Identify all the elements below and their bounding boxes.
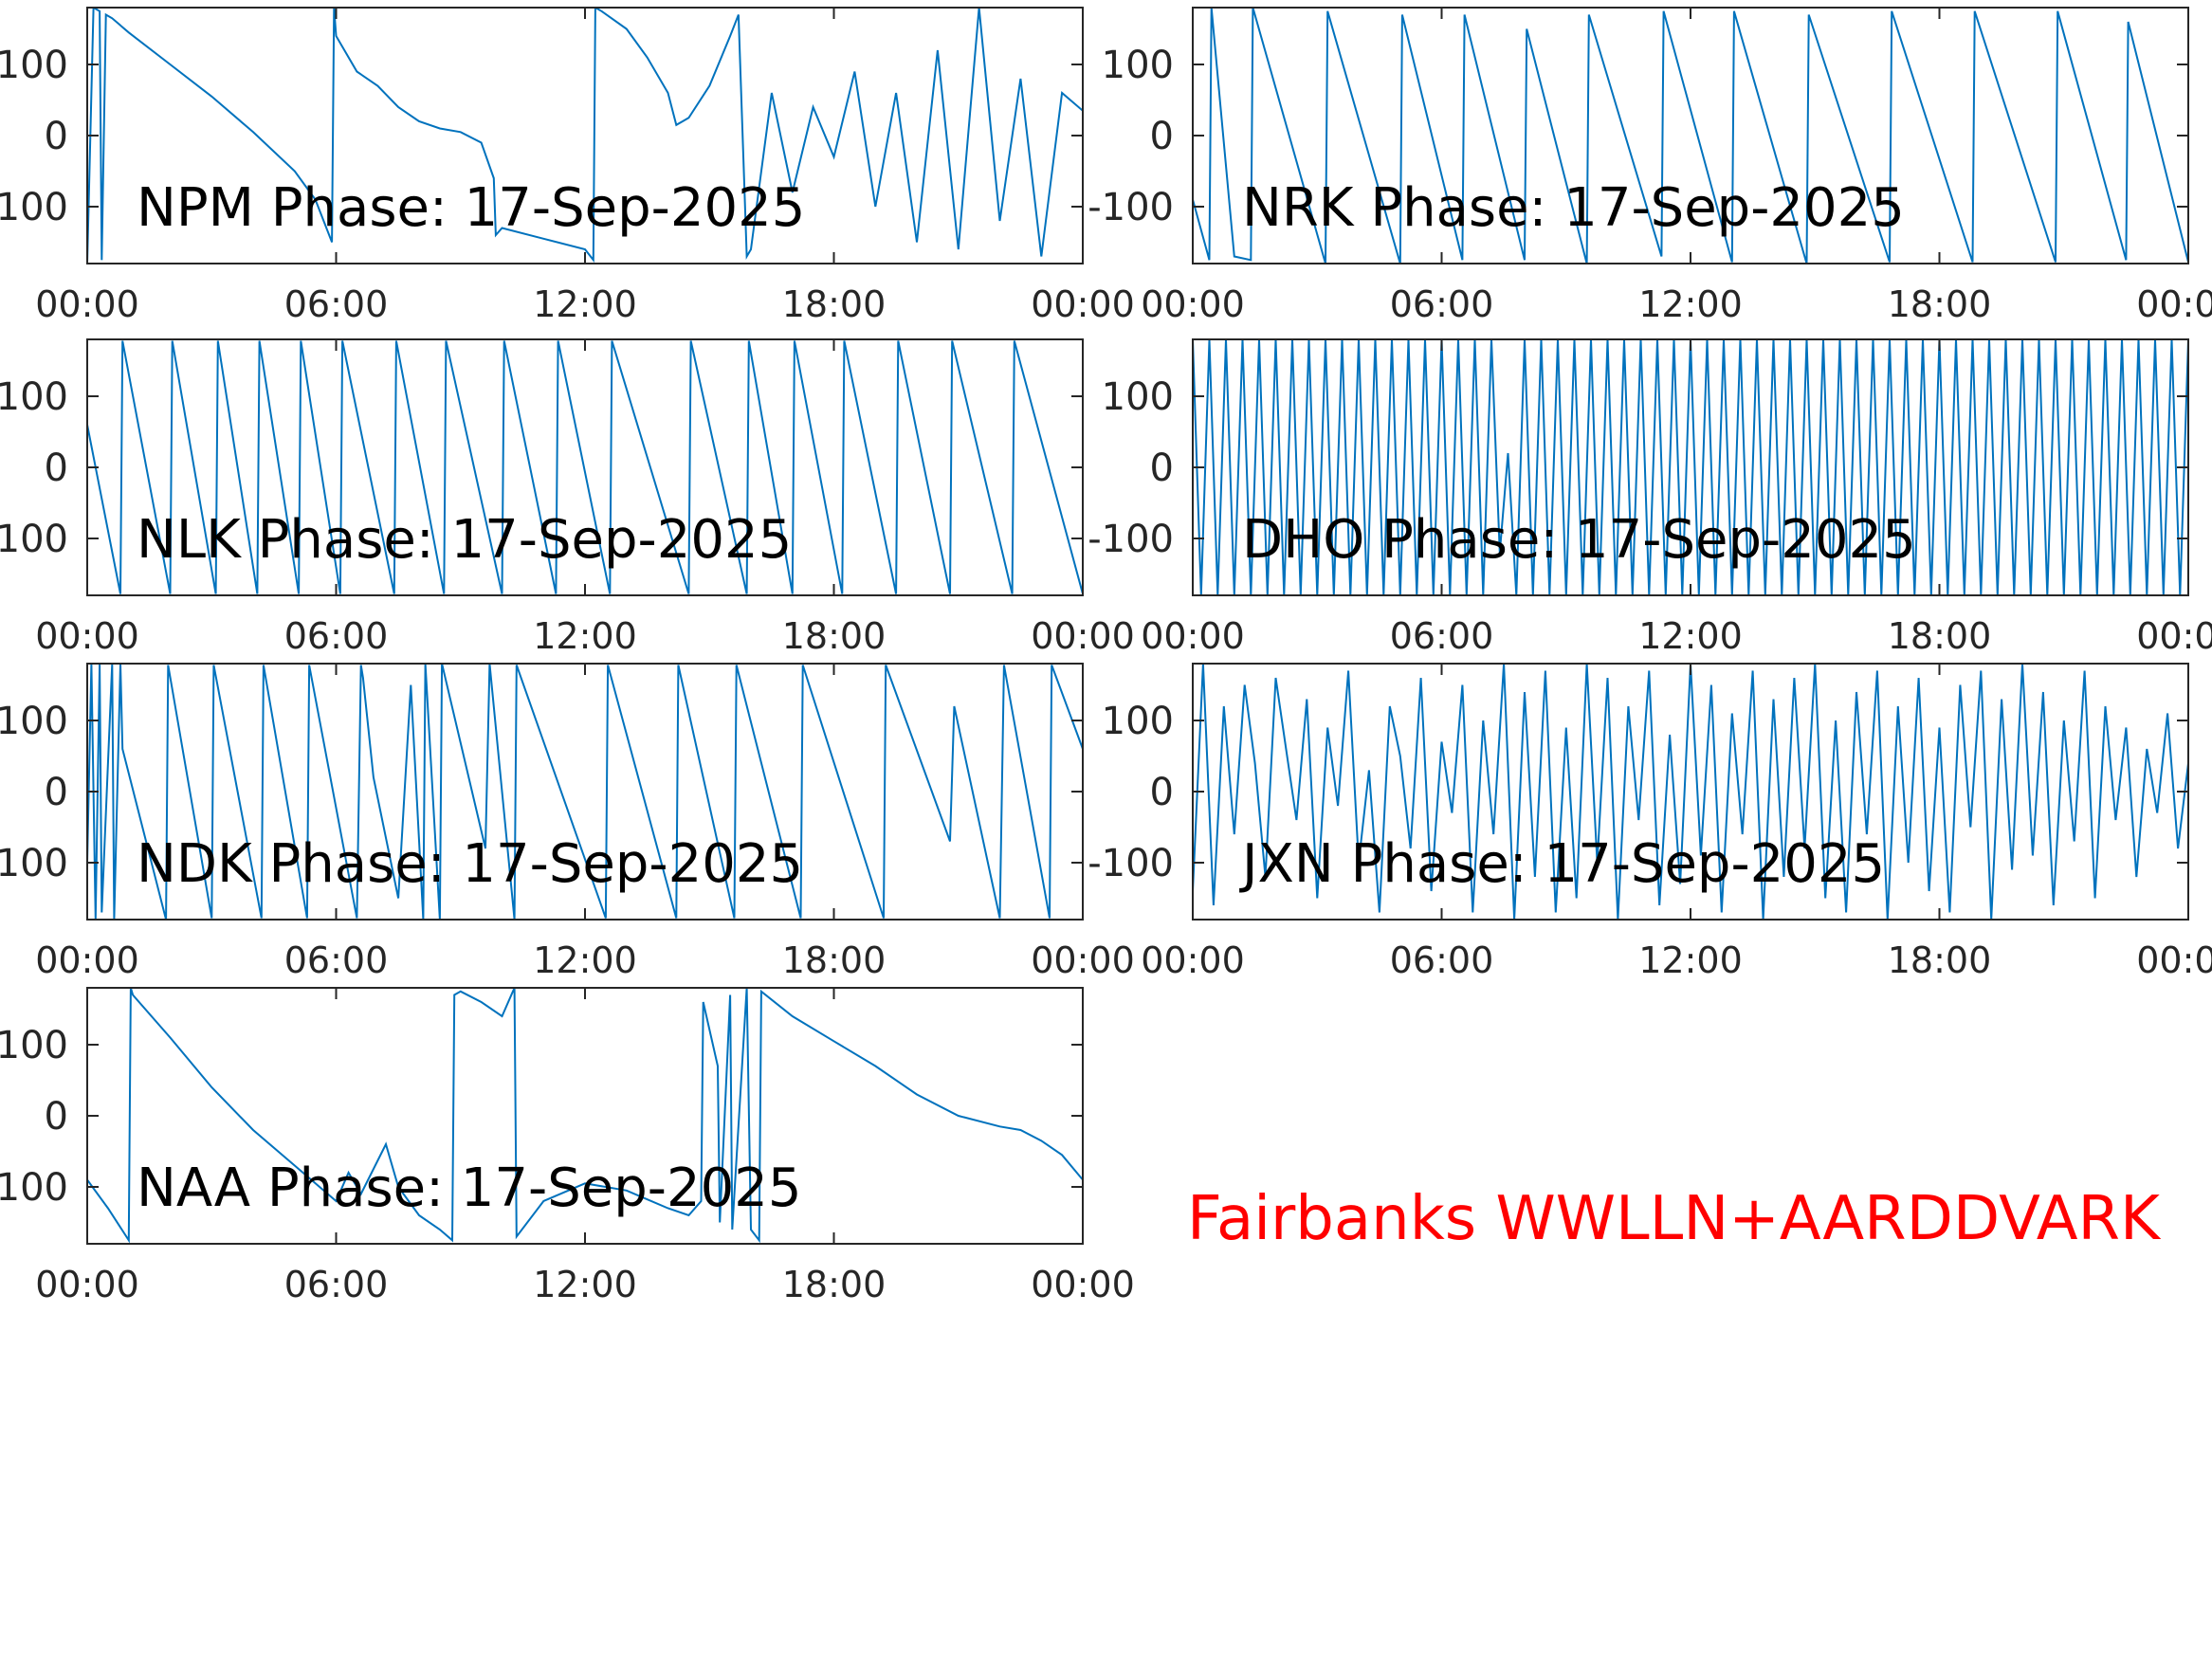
dho-x-tick-label: 06:00 bbox=[1390, 615, 1494, 657]
chart-jxn: 00:00 06:00 12:00 18:00 00:00 100 0 -100 JXN Pha… bbox=[1088, 663, 2212, 981]
naa-title: NAA Phase: 17-Sep-2025 bbox=[137, 1158, 801, 1219]
jxn-x-tick-label: 12:00 bbox=[1638, 939, 1743, 981]
naa-x-tick-label: 00:00 bbox=[1031, 1264, 1135, 1305]
naa-y-tick-label: -100 bbox=[0, 1166, 68, 1210]
nlk-x-tick-label: 00:00 bbox=[1031, 615, 1135, 657]
naa-x-tick-label: 00:00 bbox=[35, 1264, 139, 1305]
npm-x-tick-label: 00:00 bbox=[1031, 283, 1135, 325]
nrk-x-tick-label: 18:00 bbox=[1888, 283, 1992, 325]
dho-y-tick-label: 0 bbox=[1150, 447, 1174, 490]
npm-x-tick-label: 00:00 bbox=[35, 283, 139, 325]
ndk-x-tick-label: 18:00 bbox=[782, 939, 887, 981]
jxn-y-tick-label: 0 bbox=[1150, 771, 1174, 814]
npm-y-tick-label: 0 bbox=[45, 115, 68, 158]
ndk-x-tick-label: 00:00 bbox=[1031, 939, 1135, 981]
naa-x-tick-label: 12:00 bbox=[533, 1264, 637, 1305]
naa-y-tick-label: 0 bbox=[45, 1095, 68, 1139]
jxn-x-tick-label: 18:00 bbox=[1888, 939, 1992, 981]
jxn-x-tick-label: 00:00 bbox=[2136, 939, 2212, 981]
nrk-phase-series-0 bbox=[1193, 8, 2188, 264]
dho-x-tick-label: 00:00 bbox=[1141, 615, 1245, 657]
ndk-x-tick-label: 00:00 bbox=[35, 939, 139, 981]
nrk-x-tick-label: 00:00 bbox=[2136, 283, 2212, 325]
npm-x-tick-label: 12:00 bbox=[533, 283, 637, 325]
jxn-y-tick-label: 100 bbox=[1102, 700, 1174, 743]
nlk-y-tick-label: -100 bbox=[0, 518, 68, 561]
jxn-phase-series-0 bbox=[1193, 664, 2188, 920]
npm-y-tick-label: 100 bbox=[0, 44, 68, 87]
nlk-x-tick-label: 06:00 bbox=[284, 615, 389, 657]
naa-y-tick-label: 100 bbox=[0, 1024, 68, 1067]
chart-dho: 00:00 06:00 12:00 18:00 00:00 100 0 -100 DHO Pha… bbox=[1088, 338, 2212, 657]
nrk-x-tick-label: 00:00 bbox=[1141, 283, 1245, 325]
nlk-x-tick-label: 00:00 bbox=[35, 615, 139, 657]
chart-nlk: 00:00 06:00 12:00 18:00 00:00 100 0 -100 NLK Pha… bbox=[0, 338, 1135, 657]
nrk-y-tick-label: -100 bbox=[1088, 186, 1174, 229]
ndk-title: NDK Phase: 17-Sep-2025 bbox=[137, 833, 803, 895]
nlk-x-tick-label: 12:00 bbox=[533, 615, 637, 657]
jxn-title: JXN Phase: 17-Sep-2025 bbox=[1239, 833, 1885, 895]
npm-title: NPM Phase: 17-Sep-2025 bbox=[137, 177, 805, 239]
ndk-x-tick-label: 12:00 bbox=[533, 939, 637, 981]
nrk-x-tick-label: 06:00 bbox=[1390, 283, 1494, 325]
naa-x-tick-label: 06:00 bbox=[284, 1264, 389, 1305]
npm-y-tick-label: -100 bbox=[0, 186, 68, 229]
ndk-y-tick-label: 100 bbox=[0, 700, 68, 743]
naa-phase-series-0 bbox=[87, 988, 1083, 1244]
dho-x-tick-label: 00:00 bbox=[2136, 615, 2212, 657]
chart-nrk: 00:00 06:00 12:00 18:00 00:00 100 0 -100 NRK Pha… bbox=[1088, 7, 2212, 325]
jxn-x-tick-label: 06:00 bbox=[1390, 939, 1494, 981]
nlk-y-tick-label: 0 bbox=[45, 447, 68, 490]
jxn-y-tick-label: -100 bbox=[1088, 842, 1174, 885]
npm-x-tick-label: 18:00 bbox=[782, 283, 887, 325]
nrk-title: NRK Phase: 17-Sep-2025 bbox=[1242, 177, 1905, 239]
nlk-phase-series-0 bbox=[87, 340, 1083, 594]
jxn-x-tick-label: 00:00 bbox=[1141, 939, 1245, 981]
ndk-phase-series-0 bbox=[87, 664, 1083, 920]
ndk-x-tick-label: 06:00 bbox=[284, 939, 389, 981]
npm-phase-series-0 bbox=[87, 8, 1083, 264]
chart-naa: 00:00 06:00 12:00 18:00 00:00 100 0 -100 NAA Pha… bbox=[0, 987, 1135, 1305]
npm-x-tick-label: 06:00 bbox=[284, 283, 389, 325]
chart-npm: 00:00 06:00 12:00 18:00 00:00 100 0 -100 NPM Pha… bbox=[0, 7, 1135, 325]
nlk-y-tick-label: 100 bbox=[0, 375, 68, 419]
nlk-title: NLK Phase: 17-Sep-2025 bbox=[137, 509, 792, 571]
chart-ndk: 00:00 06:00 12:00 18:00 00:00 100 0 -100 NDK Pha… bbox=[0, 663, 1135, 981]
nlk-x-tick-label: 18:00 bbox=[782, 615, 887, 657]
naa-x-tick-label: 18:00 bbox=[782, 1264, 887, 1305]
figure-caption: Fairbanks WWLLN+AARDDVARK bbox=[1187, 1184, 2162, 1254]
dho-title: DHO Phase: 17-Sep-2025 bbox=[1242, 509, 1916, 571]
dho-y-tick-label: 100 bbox=[1102, 375, 1174, 419]
nrk-y-tick-label: 0 bbox=[1150, 115, 1174, 158]
ndk-y-tick-label: -100 bbox=[0, 842, 68, 885]
nrk-x-tick-label: 12:00 bbox=[1638, 283, 1743, 325]
dho-x-tick-label: 12:00 bbox=[1638, 615, 1743, 657]
dho-x-tick-label: 18:00 bbox=[1888, 615, 1992, 657]
dho-y-tick-label: -100 bbox=[1088, 518, 1174, 561]
nrk-y-tick-label: 100 bbox=[1102, 44, 1174, 87]
ndk-y-tick-label: 0 bbox=[45, 771, 68, 814]
